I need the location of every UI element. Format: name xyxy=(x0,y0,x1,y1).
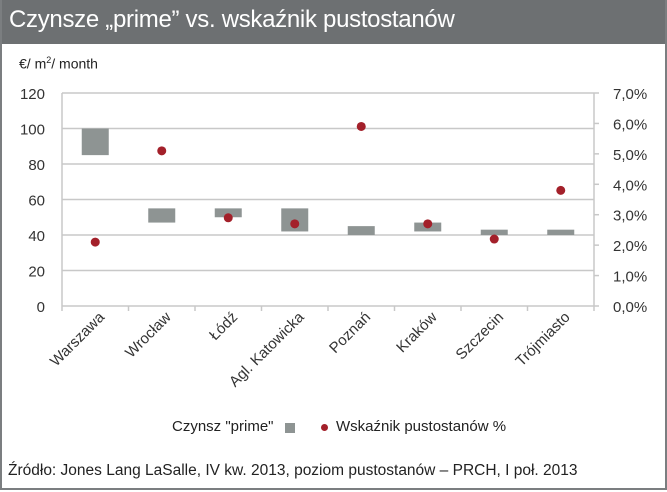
y2-tick-label: 6,0% xyxy=(613,116,647,133)
legend-rent-swatch-icon xyxy=(285,423,295,433)
y-tick-label: 20 xyxy=(28,264,45,281)
legend-vacancy-label: Wskaźnik pustostanów % xyxy=(336,418,507,435)
rent-range-bar xyxy=(480,229,508,235)
y-tick-label: 0 xyxy=(37,299,45,316)
rent-range-bar xyxy=(214,208,242,218)
y2-tick-label: 3,0% xyxy=(613,208,647,225)
vacancy-dot xyxy=(90,237,100,247)
y-axis-left: 0 20 40 60 80 100 120 xyxy=(20,86,45,316)
y2-tick-label: 1,0% xyxy=(613,269,647,286)
vacancy-dots xyxy=(90,121,566,247)
legend-rent-label: Czynsz "prime" xyxy=(172,418,274,435)
y2-tick-label: 7,0% xyxy=(613,86,647,103)
rent-range-bar xyxy=(347,226,375,235)
legend-vacancy-dot-icon xyxy=(321,424,328,431)
unit-suffix: / month xyxy=(51,55,98,72)
vacancy-dot xyxy=(556,185,566,195)
y-tick-label: 40 xyxy=(28,228,45,245)
vacancy-dot xyxy=(423,219,433,229)
vacancy-dot xyxy=(223,213,233,223)
y2-tick-label: 0,0% xyxy=(613,299,647,316)
source-note: Źródło: Jones Lang LaSalle, IV kw. 2013,… xyxy=(8,462,578,479)
rent-range-bar xyxy=(81,128,109,156)
vacancy-dot xyxy=(356,121,366,131)
chart-plot: 0 20 40 60 80 100 120 0,0% 1,0% 2,0% 3,0% 4,0% 5,0%… xyxy=(20,86,647,390)
y2-tick-label: 5,0% xyxy=(613,147,647,164)
y2-tick-label: 2,0% xyxy=(613,238,647,255)
y-tick-label: 80 xyxy=(28,157,45,174)
rent-bars xyxy=(81,128,575,235)
vacancy-dot xyxy=(290,219,300,229)
rent-range-bar xyxy=(547,229,575,235)
vacancy-dot xyxy=(489,234,499,244)
chart-title-bar: Czynsze „prime” vs. wskaźnik pustostanów xyxy=(0,0,667,44)
unit-prefix: €/ m xyxy=(19,55,47,72)
legend: Czynsz "prime" Wskaźnik pustostanów % xyxy=(0,418,667,442)
chart-title: Czynsze „prime” vs. wskaźnik pustostanów xyxy=(9,6,455,33)
rent-range-bar xyxy=(148,208,176,223)
y-tick-label: 60 xyxy=(28,193,45,210)
y-axis-right: 0,0% 1,0% 2,0% 3,0% 4,0% 5,0% 6,0% 7,0% xyxy=(594,86,647,316)
unit-superscript: 2 xyxy=(46,55,52,65)
y-axis-unit-label: €/ m2/ month xyxy=(19,55,98,72)
y2-tick-label: 4,0% xyxy=(613,177,647,194)
y-tick-label: 100 xyxy=(20,122,45,139)
vacancy-dot xyxy=(157,146,167,156)
y-tick-label: 120 xyxy=(20,86,45,103)
